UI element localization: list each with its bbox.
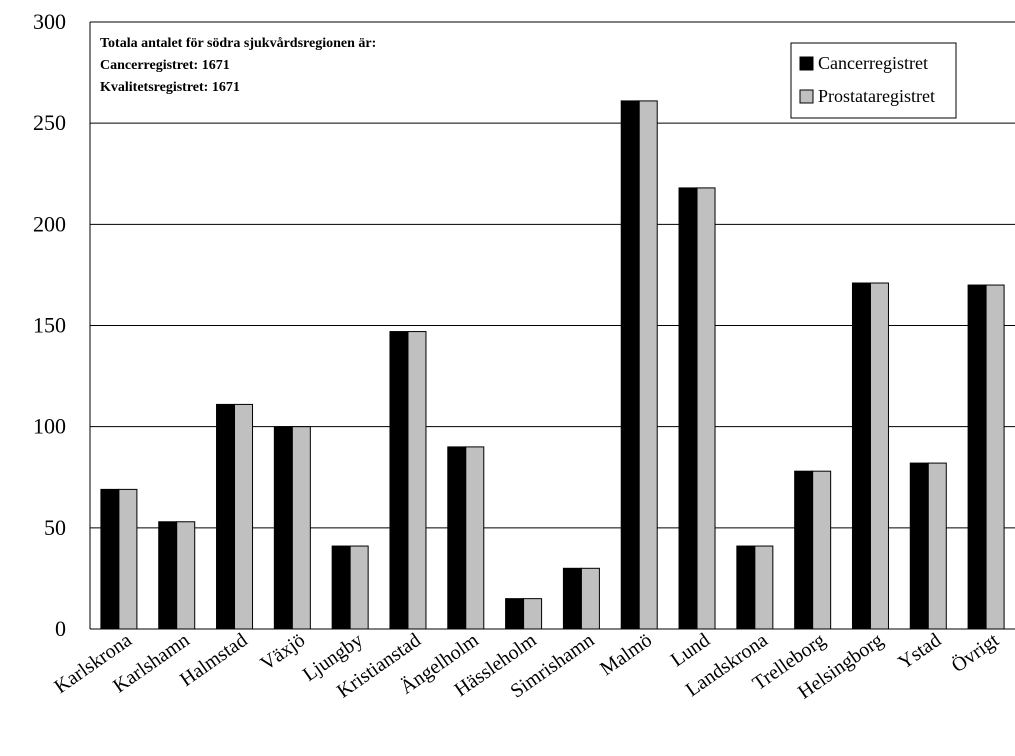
x-category-label: Malmö xyxy=(596,629,656,680)
y-tick-label: 150 xyxy=(33,313,66,338)
bar-cancerregistret-15 xyxy=(967,284,987,630)
bar-cancerregistret-12 xyxy=(794,470,814,630)
y-tick-labels: 0 50 100 150 200 250 300 xyxy=(33,9,66,641)
bar-cancerregistret-7 xyxy=(505,598,525,630)
y-tick-label: 50 xyxy=(44,515,66,540)
bar-prostataregistret-12 xyxy=(812,470,832,630)
bar-prostataregistret-14 xyxy=(927,462,947,630)
bar-prostataregistret-13 xyxy=(869,282,889,630)
bar-cancerregistret-14 xyxy=(909,462,929,630)
y-tick-label: 200 xyxy=(33,211,66,236)
bar-prostataregistret-2 xyxy=(234,403,254,630)
annotation-line: Totala antalet för södra sjukvårdsregion… xyxy=(100,36,376,51)
y-tick-label: 250 xyxy=(33,110,66,135)
annotation-line: Cancerregistret: 1671 xyxy=(100,58,230,73)
legend-swatch-cancerregistret xyxy=(799,56,814,71)
bar-prostataregistret-6 xyxy=(465,446,485,630)
bar-cancerregistret-10 xyxy=(678,187,698,630)
bars xyxy=(100,100,1005,630)
x-category-label: Ystad xyxy=(894,629,945,674)
legend-swatch-prostataregistret xyxy=(799,89,814,104)
bar-cancerregistret-6 xyxy=(447,446,467,630)
bar-cancerregistret-11 xyxy=(736,545,756,630)
bar-cancerregistret-9 xyxy=(620,100,640,630)
bar-cancerregistret-8 xyxy=(562,567,582,630)
bar-prostataregistret-1 xyxy=(176,521,196,630)
axes xyxy=(89,22,1015,630)
x-category-label: Övrigt xyxy=(947,628,1003,677)
bar-prostataregistret-5 xyxy=(407,331,427,630)
y-tick-label: 300 xyxy=(33,9,66,34)
bar-cancerregistret-3 xyxy=(273,426,293,630)
bar-prostataregistret-0 xyxy=(118,488,138,630)
bar-prostataregistret-15 xyxy=(985,284,1005,630)
bar-cancerregistret-1 xyxy=(158,521,178,630)
legend-box xyxy=(790,42,957,119)
annotation-line: Kvalitetsregistret: 1671 xyxy=(100,80,240,95)
bar-prostataregistret-11 xyxy=(754,545,774,630)
legend-label: Cancerregistret xyxy=(818,53,928,73)
bar-prostataregistret-7 xyxy=(523,598,543,630)
bar-cancerregistret-2 xyxy=(216,403,236,630)
bar-cancerregistret-13 xyxy=(851,282,871,630)
bar-prostataregistret-4 xyxy=(349,545,369,630)
y-tick-label: 100 xyxy=(33,414,66,439)
bar-cancerregistret-0 xyxy=(100,488,120,630)
bar-prostataregistret-8 xyxy=(580,567,600,630)
bar-cancerregistret-5 xyxy=(389,331,409,630)
bar-prostataregistret-10 xyxy=(696,187,716,630)
bar-cancerregistret-4 xyxy=(331,545,351,630)
annotation-block: Totala antalet för södra sjukvårdsregion… xyxy=(100,36,376,95)
legend-label: Prostataregistret xyxy=(818,86,935,106)
bar-prostataregistret-9 xyxy=(638,100,658,630)
bar-prostataregistret-3 xyxy=(291,426,311,630)
y-tick-label: 0 xyxy=(55,616,66,641)
legend: Cancerregistret Prostataregistret xyxy=(790,42,957,119)
